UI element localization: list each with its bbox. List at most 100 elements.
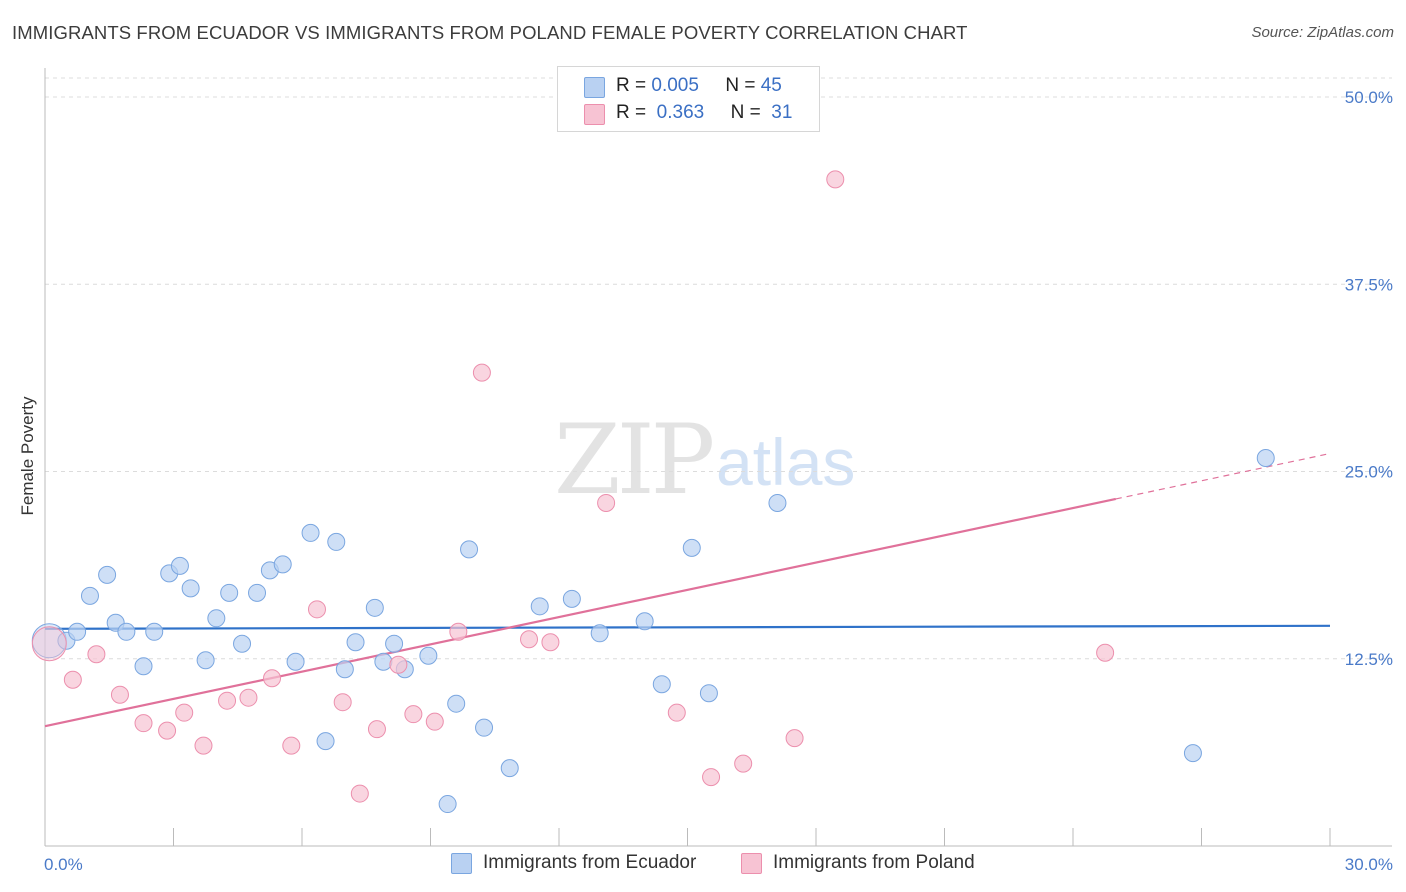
point-poland [1096, 643, 1115, 662]
point-poland [449, 622, 468, 641]
point-ecuador [134, 657, 153, 676]
grid-lines [45, 77, 1392, 660]
point-ecuador [500, 759, 519, 778]
point-ecuador [117, 622, 136, 641]
trend-lines [44, 452, 1331, 728]
legend-stats-ecuador: R = 0.005 N = 45 [616, 75, 782, 97]
y-tick-label: 25.0% [1345, 463, 1393, 482]
series-name-poland: Immigrants from Poland [773, 852, 975, 873]
point-ecuador [196, 651, 215, 670]
trend-line-ecuador [44, 624, 1331, 630]
point-ecuador [80, 586, 99, 605]
point-ecuador [460, 540, 479, 559]
tick-labels: 12.5% 25.0% 37.5% 50.0% 0.0% 30.0% [44, 88, 1393, 874]
data-points [31, 113, 1275, 814]
point-ecuador [1256, 449, 1275, 468]
watermark-atlas: atlas [716, 425, 856, 499]
point-ecuador [286, 652, 305, 671]
series-swatch-ecuador [451, 853, 472, 874]
series-name-ecuador: Immigrants from Ecuador [483, 852, 697, 873]
point-ecuador [475, 718, 494, 737]
point-ecuador [346, 633, 365, 652]
n-value-ecuador: 45 [760, 75, 782, 96]
point-ecuador [327, 532, 346, 551]
point-ecuador [220, 583, 239, 602]
r-label: R = [616, 102, 647, 123]
correlation-legend: R = 0.005 N = 45 R = 0.363 N = 31 [557, 66, 820, 132]
trend-line-extension-poland [1115, 452, 1331, 500]
point-poland [404, 705, 423, 724]
point-ecuador [301, 523, 320, 542]
point-poland [194, 736, 213, 755]
point-ecuador [768, 493, 787, 512]
point-poland [520, 630, 539, 649]
point-poland [239, 688, 258, 707]
y-tick-label: 12.5% [1345, 650, 1393, 669]
point-poland [218, 691, 237, 710]
n-value-poland: 31 [771, 102, 793, 123]
point-poland [31, 626, 67, 662]
point-ecuador [98, 565, 117, 584]
point-poland [63, 670, 82, 689]
trend-line-poland [44, 497, 1117, 728]
point-ecuador [365, 598, 384, 617]
point-poland [785, 729, 804, 748]
point-ecuador [335, 660, 354, 679]
point-poland [702, 768, 721, 787]
point-ecuador [68, 622, 87, 641]
point-poland [87, 645, 106, 664]
point-ecuador [447, 694, 466, 713]
point-poland [158, 721, 177, 740]
point-poland [263, 669, 282, 688]
point-ecuador [530, 597, 549, 616]
point-ecuador [1183, 744, 1202, 763]
point-poland [425, 712, 444, 731]
point-ecuador [374, 652, 393, 671]
point-poland [350, 784, 369, 803]
point-poland [389, 655, 408, 674]
point-ecuador [590, 624, 609, 643]
legend-swatch-poland [584, 104, 605, 125]
point-poland [333, 693, 352, 712]
y-tick-label: 37.5% [1345, 275, 1393, 294]
y-tick-label: 50.0% [1345, 88, 1393, 107]
point-ecuador [248, 583, 267, 602]
point-poland [541, 633, 560, 652]
point-ecuador [438, 795, 457, 814]
point-poland [667, 703, 686, 722]
point-poland [134, 714, 153, 733]
r-value-poland: 0.363 [656, 102, 705, 123]
n-label: N = [725, 75, 756, 96]
point-ecuador [419, 646, 438, 665]
point-poland [826, 170, 845, 189]
point-ecuador [233, 634, 252, 653]
legend-stats-poland: R = 0.363 N = 31 [616, 102, 792, 124]
x-tick-label-max: 30.0% [1345, 855, 1393, 874]
r-label: R = [616, 75, 647, 96]
point-ecuador [170, 556, 189, 575]
legend-swatch-ecuador [584, 77, 605, 98]
point-poland [307, 600, 326, 619]
point-ecuador [207, 609, 226, 628]
source-credit: Source: ZipAtlas.com [1251, 24, 1394, 41]
x-tick-label-min: 0.0% [44, 855, 83, 874]
point-ecuador [652, 675, 671, 694]
point-poland [472, 363, 491, 382]
point-poland [367, 720, 386, 739]
series-swatch-poland [741, 853, 762, 874]
point-ecuador [385, 634, 404, 653]
point-ecuador [316, 732, 335, 751]
point-poland [734, 754, 753, 773]
point-poland [597, 493, 616, 512]
point-ecuador [635, 612, 654, 631]
point-ecuador [145, 622, 164, 641]
point-poland [110, 685, 129, 704]
point-ecuador [699, 684, 718, 703]
point-poland [175, 703, 194, 722]
axes [44, 68, 1392, 847]
r-value-ecuador: 0.005 [651, 75, 699, 96]
point-ecuador [562, 589, 581, 608]
point-ecuador [273, 555, 292, 574]
point-ecuador [682, 538, 701, 557]
